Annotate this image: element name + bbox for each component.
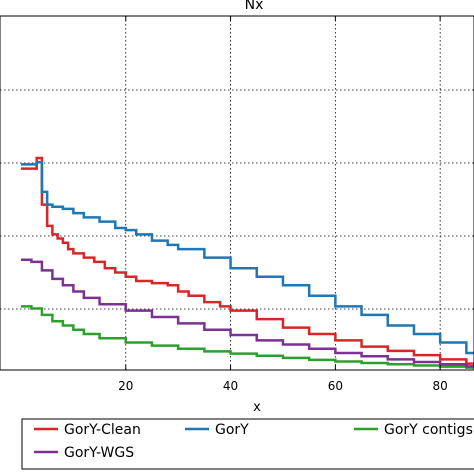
legend-item: GorY contigs [354,422,473,438]
series-line-gory-contigs [20,305,474,369]
x-tick-label: 20 [118,379,133,393]
series-line-gory-wgs [20,258,474,368]
x-tick-label: 60 [328,379,343,393]
x-axis-label: x [253,400,261,415]
legend-label: GorY-Clean [64,422,141,438]
legend: GorY-Clean GorY GorY contigs GorY-WGS [21,418,474,470]
legend-box [21,418,474,470]
grid-lines [0,16,474,370]
legend-label: GorY [215,422,249,438]
chart-title: Nx [245,0,264,13]
legend-item: GorY [185,422,249,438]
x-tick-label: 40 [223,379,238,393]
legend-label: GorY-WGS [64,445,134,461]
legend-item: GorY-Clean [34,422,141,438]
plot-area-frame [0,15,474,371]
series-line-gory [20,160,474,355]
legend-item: GorY-WGS [34,445,134,461]
x-axis-ticks: 20 40 60 80 [118,16,448,393]
series-line-gory-clean [20,156,474,365]
series-lines [20,156,474,369]
legend-label: GorY contigs [384,422,473,438]
x-tick-label: 80 [433,379,448,393]
